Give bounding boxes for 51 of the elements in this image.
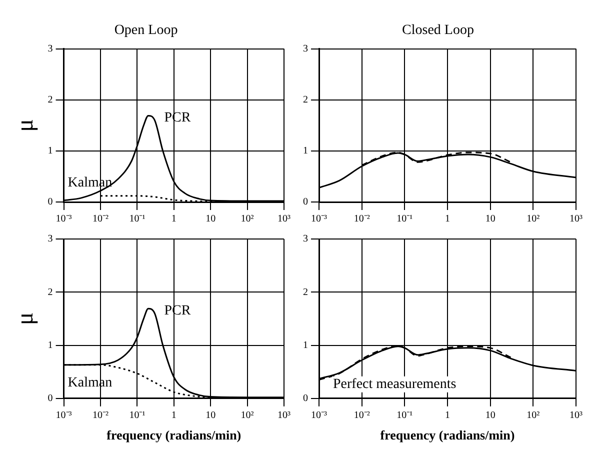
x-tick-label: 10⁻³ — [311, 214, 327, 225]
x-tick-label: 10³ — [278, 214, 290, 225]
y-tick-label: 3 — [48, 43, 53, 54]
x-tick-label: 10³ — [278, 410, 290, 422]
x-tick-label: 10³ — [570, 214, 582, 225]
x-tick-label: 10⁻² — [92, 214, 108, 225]
x-tick-label: 10 — [206, 214, 216, 225]
x-tick-label: 10⁻³ — [56, 410, 72, 422]
x-tick-label: 10⁻¹ — [129, 214, 146, 225]
annotation: Perfect measurements — [333, 377, 456, 392]
x-tick-label: 10⁻² — [92, 410, 108, 422]
y-tick-label: 0 — [303, 196, 308, 208]
x-tick-label: 10 — [485, 410, 496, 422]
y-tick-label: 0 — [48, 196, 53, 208]
y-tick-label: 3 — [303, 234, 308, 245]
x-tick-label: 10⁻³ — [311, 410, 327, 422]
x-tick-label: 10² — [526, 214, 540, 225]
x-tick-label: 10² — [240, 410, 254, 422]
x-tick-label: 10⁻³ — [56, 214, 72, 225]
x-tick-label: 10² — [240, 214, 254, 225]
y-tick-label: 3 — [48, 234, 53, 245]
x-axis-title: frequency (radians/min) — [380, 428, 515, 443]
x-tick-label: 10⁻¹ — [396, 214, 413, 225]
y-tick-label: 2 — [48, 286, 53, 298]
y-tick-label: 2 — [48, 94, 53, 106]
x-tick-label: 10³ — [570, 410, 582, 422]
y-axis-title: μ — [12, 118, 39, 132]
y-tick-label: 1 — [303, 146, 308, 157]
y-tick-label: 1 — [48, 340, 53, 351]
y-tick-label: 3 — [303, 43, 308, 54]
x-tick-label: 10⁻¹ — [396, 410, 413, 422]
y-axis-title: μ — [12, 312, 39, 326]
y-tick-label: 0 — [303, 393, 308, 404]
y-tick-label: 2 — [303, 286, 308, 298]
x-tick-label: 10² — [526, 410, 540, 422]
x-tick-label: 10⁻¹ — [129, 410, 146, 422]
x-tick-label: 1 — [445, 214, 450, 225]
x-tick-label: 1 — [445, 410, 450, 422]
y-tick-label: 0 — [48, 393, 53, 404]
x-axis-title: frequency (radians/min) — [106, 428, 242, 443]
y-tick-label: 2 — [303, 94, 308, 106]
x-tick-label: 10 — [206, 410, 216, 422]
chart-title: Closed Loop — [402, 23, 474, 38]
x-tick-label: 1 — [171, 214, 176, 225]
y-tick-label: 1 — [48, 146, 53, 157]
y-tick-label: 1 — [303, 340, 308, 351]
x-tick-label: 10 — [485, 214, 496, 225]
x-tick-label: 1 — [171, 410, 176, 422]
chart-title: Open Loop — [114, 23, 178, 38]
x-tick-label: 10⁻² — [354, 410, 370, 422]
x-tick-label: 10⁻² — [354, 214, 370, 225]
